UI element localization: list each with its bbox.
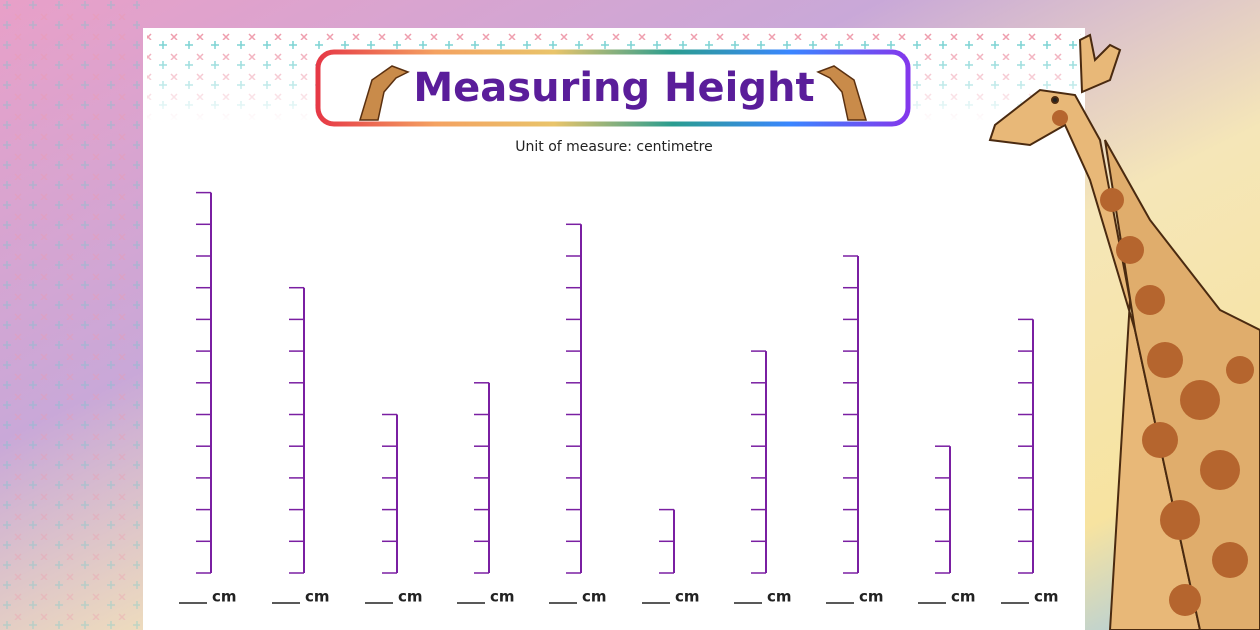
giraffe (988, 33, 1260, 630)
unit-label: cm (212, 588, 237, 606)
title-banner (315, 49, 911, 127)
unit-label: cm (490, 588, 515, 606)
title: Measuring Height (413, 65, 814, 111)
unit-label: cm (582, 588, 607, 606)
symbol-pattern (0, 0, 140, 630)
ruler: cm (272, 286, 330, 606)
unit-label: cm (305, 588, 330, 606)
unit-label: cm (767, 588, 792, 606)
ruler: cm (918, 445, 976, 606)
ruler: cm (179, 191, 237, 606)
unit-label: cm (398, 588, 423, 606)
ruler: cm (457, 382, 515, 606)
rulers: cm cm cm cm cm cm cm cm cm cm (179, 191, 1059, 606)
ruler: cm (642, 508, 700, 606)
ruler: cm (365, 413, 423, 606)
ruler: cm (734, 350, 792, 606)
ruler: cm (826, 255, 884, 606)
ruler: cm (549, 223, 607, 606)
unit-label: cm (1034, 588, 1059, 606)
ruler: cm (1001, 318, 1059, 606)
unit-label: cm (951, 588, 976, 606)
unit-label: cm (859, 588, 884, 606)
unit-label: cm (675, 588, 700, 606)
paper (143, 28, 1085, 630)
subtitle: Unit of measure: centimetre (515, 139, 712, 155)
banner-giraffe (358, 65, 868, 121)
